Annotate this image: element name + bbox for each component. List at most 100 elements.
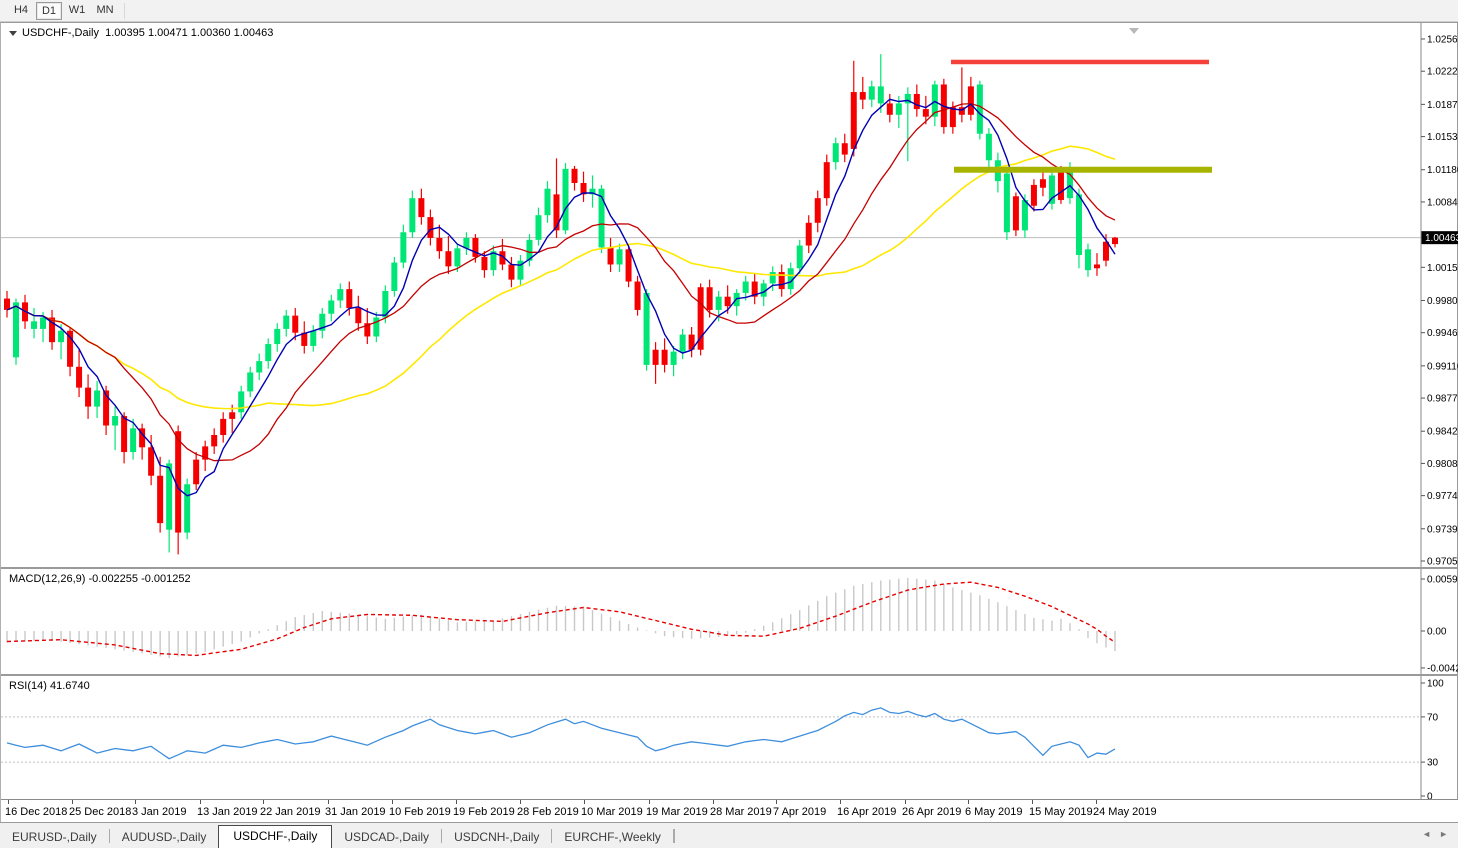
candle-body xyxy=(832,143,839,163)
time-axis-tick xyxy=(392,800,393,804)
candle-body xyxy=(643,292,650,365)
panel-separator[interactable] xyxy=(1,674,1458,676)
chart-tab-audusd[interactable]: AUDUSD-,Daily xyxy=(121,830,207,844)
candle-body xyxy=(265,344,272,362)
candle-body xyxy=(1021,200,1028,231)
time-axis-label: 25 Dec 2018 xyxy=(69,806,132,818)
chart-tab-usdcad[interactable]: USDCAD-,Daily xyxy=(344,830,430,844)
candle-body xyxy=(13,302,20,358)
candle-body xyxy=(760,283,767,297)
candle-body xyxy=(211,435,218,447)
tab-scroll-right-icon[interactable]: ► xyxy=(1439,829,1448,839)
tab-scroll-left-icon[interactable]: ◄ xyxy=(1422,829,1432,839)
time-axis-tick xyxy=(72,800,73,804)
timeframe-button-mn[interactable]: MN xyxy=(96,4,114,16)
rsi-value: 41.6740 xyxy=(49,680,90,692)
chart-workspace[interactable]: 1.02560 1.02220 1.01870 1.01530 1.01180 1.008… xyxy=(0,22,1458,823)
candle-body xyxy=(1112,237,1118,245)
candle-body xyxy=(436,237,443,252)
chart-tab-eurchf[interactable]: EURCHF-,Weekly xyxy=(564,830,661,844)
candle-body xyxy=(715,296,722,310)
rsi-indicator-panel[interactable]: 100 70 30 0 xyxy=(1,676,1458,799)
candle-body xyxy=(382,291,389,318)
candle-body xyxy=(328,300,335,314)
candle-body xyxy=(103,390,110,426)
candle-body xyxy=(1093,264,1100,269)
candle-body xyxy=(130,428,137,453)
candle-body xyxy=(1012,196,1019,231)
candle-body xyxy=(634,281,641,310)
time-axis-label: 10 Mar 2019 xyxy=(581,806,643,818)
candle-body xyxy=(544,188,551,216)
tab-separator xyxy=(673,828,675,843)
time-axis-label: 3 Jan 2019 xyxy=(132,806,187,818)
time-axis-tick xyxy=(968,800,969,804)
candle-body xyxy=(1066,167,1073,199)
candle-body xyxy=(841,143,848,155)
panel-separator[interactable] xyxy=(1,567,1458,569)
time-axis-tick xyxy=(713,800,714,804)
candle-body xyxy=(58,330,65,343)
macd-panel-label: MACD(12,26,9) -0.002255 -0.001252 xyxy=(9,573,191,585)
candle-body xyxy=(301,332,308,346)
candle-body xyxy=(823,162,830,199)
support-trendline[interactable] xyxy=(954,166,1212,173)
candle-body xyxy=(1057,171,1064,201)
main-price-chart[interactable]: 1.02560 1.02220 1.01870 1.01530 1.01180 1.008… xyxy=(1,23,1458,568)
macd-axis-label: 0.00 xyxy=(1427,627,1447,638)
candle-body xyxy=(625,249,632,282)
ohlc-close-value: 1.00463 xyxy=(233,27,274,39)
candle-body xyxy=(787,268,794,290)
time-axis-label: 10 Feb 2019 xyxy=(389,806,451,818)
candle-body xyxy=(292,315,299,333)
tab-separator xyxy=(441,828,443,843)
candle-body xyxy=(814,198,821,223)
timeframe-button-h4[interactable]: H4 xyxy=(13,4,29,16)
candle-body xyxy=(796,245,803,269)
price-axis-label: 1.01870 xyxy=(1427,100,1458,111)
candle-body xyxy=(472,237,479,257)
time-axis[interactable]: 16 Dec 2018 25 Dec 2018 3 Jan 2019 13 Jan 2… xyxy=(1,799,1458,823)
candle-body xyxy=(913,93,920,110)
candle-body xyxy=(355,308,362,324)
macd-name-label: MACD(12,26,9) xyxy=(9,573,86,585)
ma-mid-red-line xyxy=(6,102,1116,462)
macd-main-value: -0.002255 xyxy=(88,573,139,585)
chart-tab-eurusd[interactable]: EURUSD-,Daily xyxy=(12,830,97,844)
candle-body xyxy=(580,183,587,195)
time-axis-label: 24 May 2019 xyxy=(1093,806,1157,818)
timeframe-button-d1[interactable]: D1 xyxy=(36,2,62,20)
timeframe-button-w1[interactable]: W1 xyxy=(68,4,86,16)
chart-tab-usdcnh[interactable]: USDCNH-,Daily xyxy=(454,830,540,844)
candle-body xyxy=(508,264,515,280)
chart-tab-usdchf[interactable]: USDCHF-,Daily xyxy=(218,825,333,848)
time-axis-tick xyxy=(905,800,906,804)
time-axis-label: 13 Jan 2019 xyxy=(197,806,258,818)
time-axis-tick xyxy=(649,800,650,804)
candle-body xyxy=(445,251,452,267)
candle-body xyxy=(139,428,146,448)
candle-body xyxy=(85,387,92,407)
price-axis-label: 0.97050 xyxy=(1427,557,1458,568)
tab-separator xyxy=(672,828,674,843)
candle-body xyxy=(4,298,10,310)
candle-body xyxy=(40,317,47,329)
macd-indicator-panel[interactable]: 0.00597 0.00 -0.00424 xyxy=(1,569,1458,674)
time-axis-tick xyxy=(1032,800,1033,804)
candle-body xyxy=(310,330,317,346)
rsi-axis-label: 30 xyxy=(1427,758,1439,769)
candle-body xyxy=(1003,173,1010,233)
rsi-axis-label: 100 xyxy=(1427,679,1444,690)
candle-body xyxy=(202,446,209,460)
ohlc-high-value: 1.00471 xyxy=(147,27,188,39)
rsi-axis-label: 0 xyxy=(1427,792,1433,800)
time-axis-tick xyxy=(200,800,201,804)
collapse-chart-icon[interactable] xyxy=(9,31,17,36)
candle-body xyxy=(517,260,524,280)
resistance-trendline[interactable] xyxy=(951,59,1209,65)
tab-separator xyxy=(551,828,553,843)
candle-body xyxy=(391,262,398,291)
candle-body xyxy=(571,168,578,183)
ohlc-open-value: 1.00395 xyxy=(105,27,145,39)
